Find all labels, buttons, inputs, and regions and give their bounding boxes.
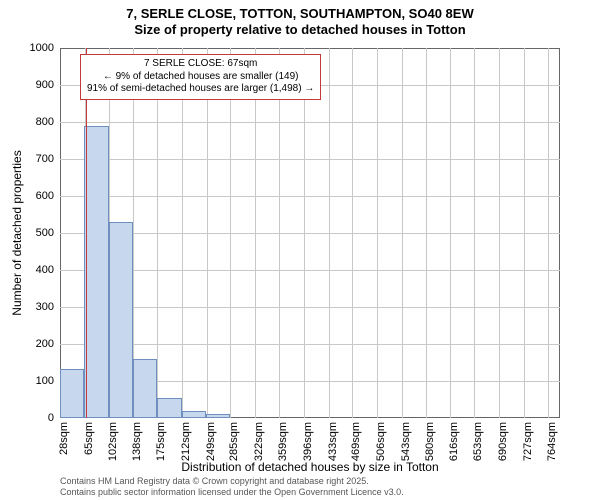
x-tick-label: 727sqm — [522, 422, 534, 461]
callout-line: ← 9% of detached houses are smaller (149… — [87, 71, 314, 84]
x-tick-label: 175sqm — [155, 422, 167, 461]
x-tick-label: 616sqm — [448, 422, 460, 461]
gridline-h — [60, 270, 560, 271]
x-tick-label: 359sqm — [277, 422, 289, 461]
histogram-bar — [206, 414, 230, 418]
y-tick-label: 900 — [36, 79, 60, 91]
gridline-v — [474, 48, 475, 418]
x-tick-label: 28sqm — [58, 422, 70, 455]
x-tick-label: 690sqm — [497, 422, 509, 461]
x-tick-label: 543sqm — [400, 422, 412, 461]
callout-box: 7 SERLE CLOSE: 67sqm← 9% of detached hou… — [80, 54, 321, 100]
y-axis-label: Number of detached properties — [10, 48, 24, 418]
gridline-v — [377, 48, 378, 418]
gridline-v — [304, 48, 305, 418]
x-tick-label: 580sqm — [424, 422, 436, 461]
gridline-v — [279, 48, 280, 418]
y-tick-label: 800 — [36, 116, 60, 128]
y-tick-label: 100 — [36, 375, 60, 387]
marker-line — [86, 48, 87, 418]
y-axis-label-text: Number of detached properties — [10, 150, 24, 315]
callout-line: 91% of semi-detached houses are larger (… — [87, 83, 314, 96]
x-tick-label: 764sqm — [546, 422, 558, 461]
y-tick-label: 700 — [36, 153, 60, 165]
gridline-v — [450, 48, 451, 418]
histogram-bar — [133, 359, 157, 418]
footer-line2: Contains public sector information licen… — [60, 487, 560, 498]
chart-title-line2: Size of property relative to detached ho… — [0, 22, 600, 38]
histogram-bar — [84, 126, 108, 418]
y-tick-label: 600 — [36, 190, 60, 202]
gridline-v — [524, 48, 525, 418]
x-tick-label: 433sqm — [327, 422, 339, 461]
x-tick-label: 653sqm — [472, 422, 484, 461]
gridline-v — [230, 48, 231, 418]
chart-title-line1: 7, SERLE CLOSE, TOTTON, SOUTHAMPTON, SO4… — [0, 6, 600, 22]
gridline-v — [182, 48, 183, 418]
gridline-v — [426, 48, 427, 418]
x-tick-label: 506sqm — [375, 422, 387, 461]
gridline-v — [548, 48, 549, 418]
gridline-h — [60, 122, 560, 123]
y-tick-label: 1000 — [30, 42, 60, 54]
gridline-v — [157, 48, 158, 418]
footer: Contains HM Land Registry data © Crown c… — [60, 476, 560, 498]
y-tick-label: 500 — [36, 227, 60, 239]
histogram-bar — [60, 369, 84, 418]
chart-title-block: 7, SERLE CLOSE, TOTTON, SOUTHAMPTON, SO4… — [0, 0, 600, 39]
y-tick-label: 400 — [36, 264, 60, 276]
gridline-h — [60, 159, 560, 160]
plot-area: 0100200300400500600700800900100028sqm65s… — [60, 48, 560, 418]
chart-container: 7, SERLE CLOSE, TOTTON, SOUTHAMPTON, SO4… — [0, 0, 600, 500]
x-tick-label: 102sqm — [107, 422, 119, 461]
gridline-v — [329, 48, 330, 418]
x-tick-label: 322sqm — [253, 422, 265, 461]
callout-line: 7 SERLE CLOSE: 67sqm — [87, 58, 314, 71]
histogram-bar — [182, 411, 206, 418]
gridline-h — [60, 307, 560, 308]
x-tick-label: 396sqm — [302, 422, 314, 461]
gridline-h — [60, 196, 560, 197]
gridline-v — [352, 48, 353, 418]
gridline-v — [255, 48, 256, 418]
y-tick-label: 300 — [36, 301, 60, 313]
gridline-v — [499, 48, 500, 418]
gridline-v — [402, 48, 403, 418]
footer-line1: Contains HM Land Registry data © Crown c… — [60, 476, 560, 487]
x-axis-label: Distribution of detached houses by size … — [60, 460, 560, 474]
gridline-h — [60, 344, 560, 345]
x-tick-label: 212sqm — [180, 422, 192, 461]
histogram-bar — [109, 222, 133, 418]
x-tick-label: 138sqm — [131, 422, 143, 461]
x-tick-label: 249sqm — [205, 422, 217, 461]
histogram-bar — [157, 398, 181, 418]
y-tick-label: 200 — [36, 338, 60, 350]
x-tick-label: 65sqm — [83, 422, 95, 455]
gridline-h — [60, 233, 560, 234]
gridline-v — [207, 48, 208, 418]
x-tick-label: 285sqm — [228, 422, 240, 461]
x-tick-label: 469sqm — [350, 422, 362, 461]
